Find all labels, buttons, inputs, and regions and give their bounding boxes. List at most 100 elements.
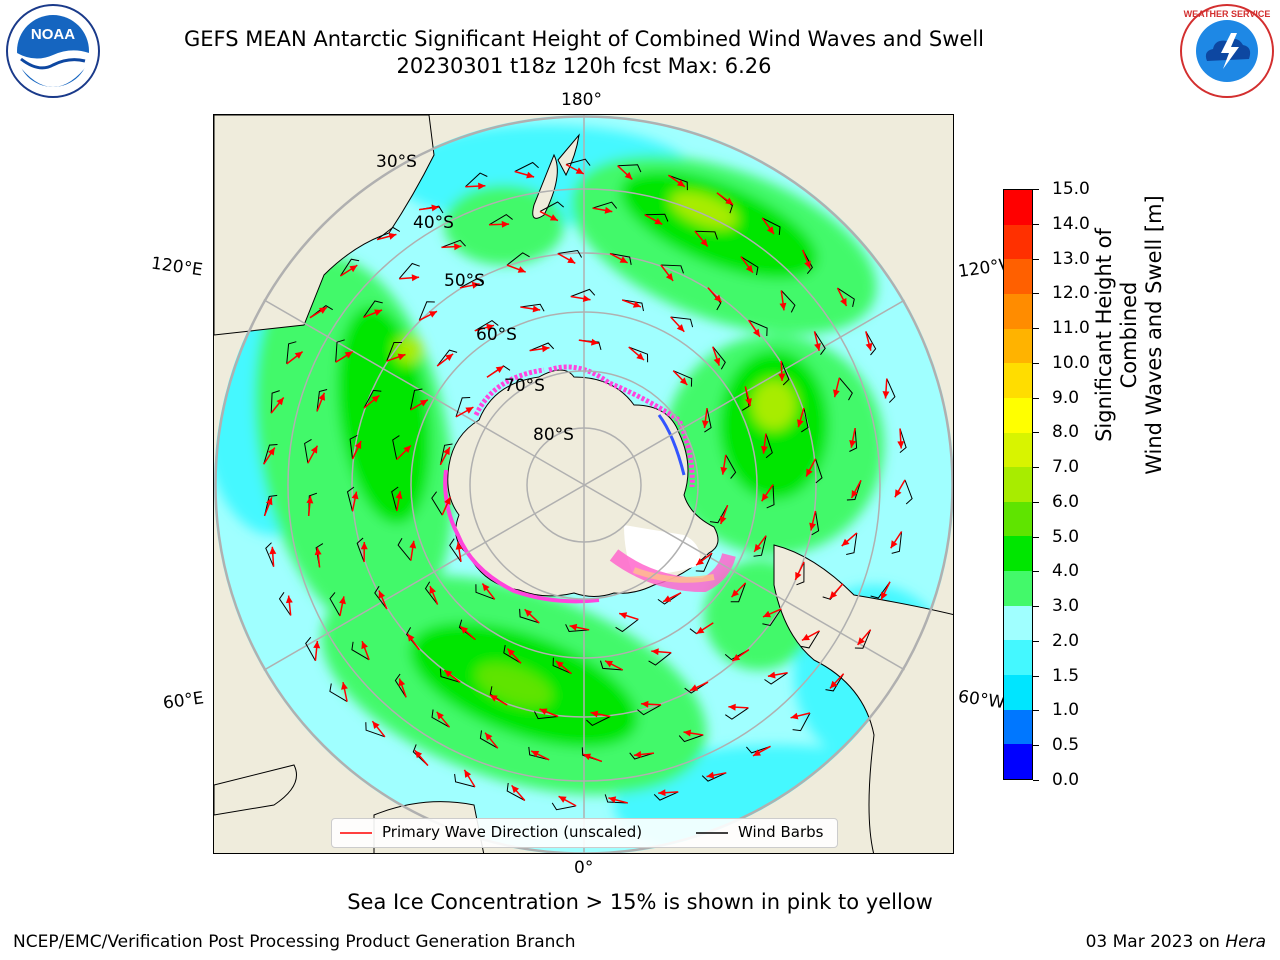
wave-arrow-head: [351, 491, 359, 500]
wind-barb: [376, 226, 401, 240]
wave-arrow-head: [677, 179, 685, 187]
wave-arrow-head: [605, 660, 613, 668]
colorbar-segment: [1004, 709, 1032, 745]
wind-barb: [305, 636, 316, 662]
lat-label-70s: 70°S: [504, 376, 545, 396]
wind-barb: [475, 584, 495, 600]
lat-label-40s: 40°S: [413, 213, 454, 233]
colorbar-segment: [1004, 535, 1032, 572]
wave-arrow-head: [555, 661, 564, 669]
wave-arrow-head: [865, 342, 873, 351]
wave-arrow-head: [779, 302, 787, 311]
wind-barb: [551, 802, 577, 811]
wave-arrow-head: [732, 654, 741, 661]
wind-barb: [891, 531, 903, 554]
footer-date-text: 03 Mar 2023 on: [1085, 932, 1226, 952]
colorbar: [1003, 189, 1033, 780]
vector-field: [263, 158, 913, 811]
noaa-logo: NOAA: [6, 4, 100, 98]
wave-arrow-head: [471, 281, 480, 289]
wave-arrow-head: [632, 301, 641, 308]
wave-arrow-head: [495, 366, 504, 373]
wave-arrow-head: [276, 397, 284, 406]
wind-barb: [637, 704, 662, 716]
wave-arrow-head: [395, 491, 403, 499]
wind-barb: [264, 494, 278, 517]
wave-arrow-head: [431, 204, 439, 212]
wind-barb: [436, 349, 458, 367]
wave-arrow-head: [374, 309, 382, 316]
wave-arrow-head: [429, 586, 436, 594]
footer-date: 03 Mar 2023 on Hera: [1086, 932, 1266, 952]
wave-arrow-head: [378, 590, 385, 599]
wind-barb: [397, 537, 412, 561]
colorbar-segment: [1004, 224, 1032, 260]
wave-arrow-head: [745, 264, 753, 273]
wave-arrow-head: [619, 612, 628, 619]
lon-label-left-upper: 120°E: [149, 253, 204, 281]
wave-arrow-head: [489, 695, 498, 702]
wave-arrow-head: [806, 468, 813, 477]
wave-arrow-head: [714, 294, 722, 303]
wave-arrow-head: [897, 441, 905, 449]
wind-barb: [644, 213, 669, 222]
wave-arrow-head: [265, 497, 273, 506]
wave-arrow-head: [478, 182, 486, 190]
wind-barb: [391, 486, 399, 512]
colorbar-tick-label: 9.0: [1052, 387, 1080, 408]
wind-barb: [701, 772, 727, 782]
wave-arrow-head: [778, 373, 786, 381]
map-svg: [214, 115, 953, 853]
wind-barb: [762, 608, 782, 627]
wind-barb: [439, 443, 453, 465]
legend-wave-label: Primary Wave Direction (unscaled): [382, 823, 643, 841]
wind-barb: [592, 201, 618, 209]
wind-barb-legend-icon: [696, 832, 728, 834]
sea-ice-note: Sea Ice Concentration > 15% is shown in …: [347, 890, 933, 914]
colorbar-tick-label: 14.0: [1052, 213, 1090, 234]
wind-barb: [802, 249, 814, 275]
colorbar-tick: [1033, 293, 1039, 295]
wind-barb: [740, 256, 759, 276]
map-panel: [213, 114, 954, 854]
colorbar-tick: [1033, 675, 1039, 677]
wind-barb: [765, 433, 773, 459]
colorbar-tick-label: 12.0: [1052, 283, 1090, 304]
wave-arrow-head: [344, 351, 353, 359]
wind-barb: [363, 389, 382, 409]
wave-arrow-head: [651, 648, 659, 656]
wave-arrow-head: [349, 265, 358, 273]
wave-arrow-head: [636, 352, 644, 361]
colorbar-segment: [1004, 397, 1032, 433]
colorbar-segment: [1004, 293, 1032, 329]
wave-arrow-head: [465, 407, 474, 414]
colorbar-tick: [1033, 328, 1039, 330]
wave-arrow-head: [310, 445, 318, 454]
wave-arrow-head: [608, 796, 617, 804]
wind-barb: [837, 287, 855, 308]
wave-arrow-head: [753, 328, 760, 337]
colorbar-tick: [1033, 467, 1039, 469]
wave-arrow-head: [409, 540, 417, 549]
wave-arrow-head: [745, 398, 752, 406]
colorbar-segment: [1004, 674, 1032, 710]
colorbar-tick: [1033, 571, 1039, 573]
wind-barb: [615, 619, 639, 633]
wave-arrow-head: [720, 467, 728, 475]
wind-barb: [365, 722, 386, 738]
wind-barb: [746, 745, 771, 754]
colorbar-tick: [1033, 536, 1039, 538]
wind-barb: [657, 592, 682, 605]
colorbar-tick: [1033, 397, 1039, 399]
wind-barb: [622, 299, 644, 312]
wave-arrow-head: [443, 447, 450, 456]
svg-text:WEATHER SERVICE: WEATHER SERVICE: [1184, 9, 1271, 19]
wind-barb: [586, 716, 611, 727]
wave-arrow-head: [700, 238, 708, 247]
wave-arrow-head: [539, 708, 548, 715]
wind-barb: [351, 641, 370, 661]
wind-barb: [825, 673, 845, 692]
wind-barb: [374, 585, 388, 610]
wave-arrow-head: [285, 595, 293, 604]
wind-barb: [506, 252, 530, 266]
